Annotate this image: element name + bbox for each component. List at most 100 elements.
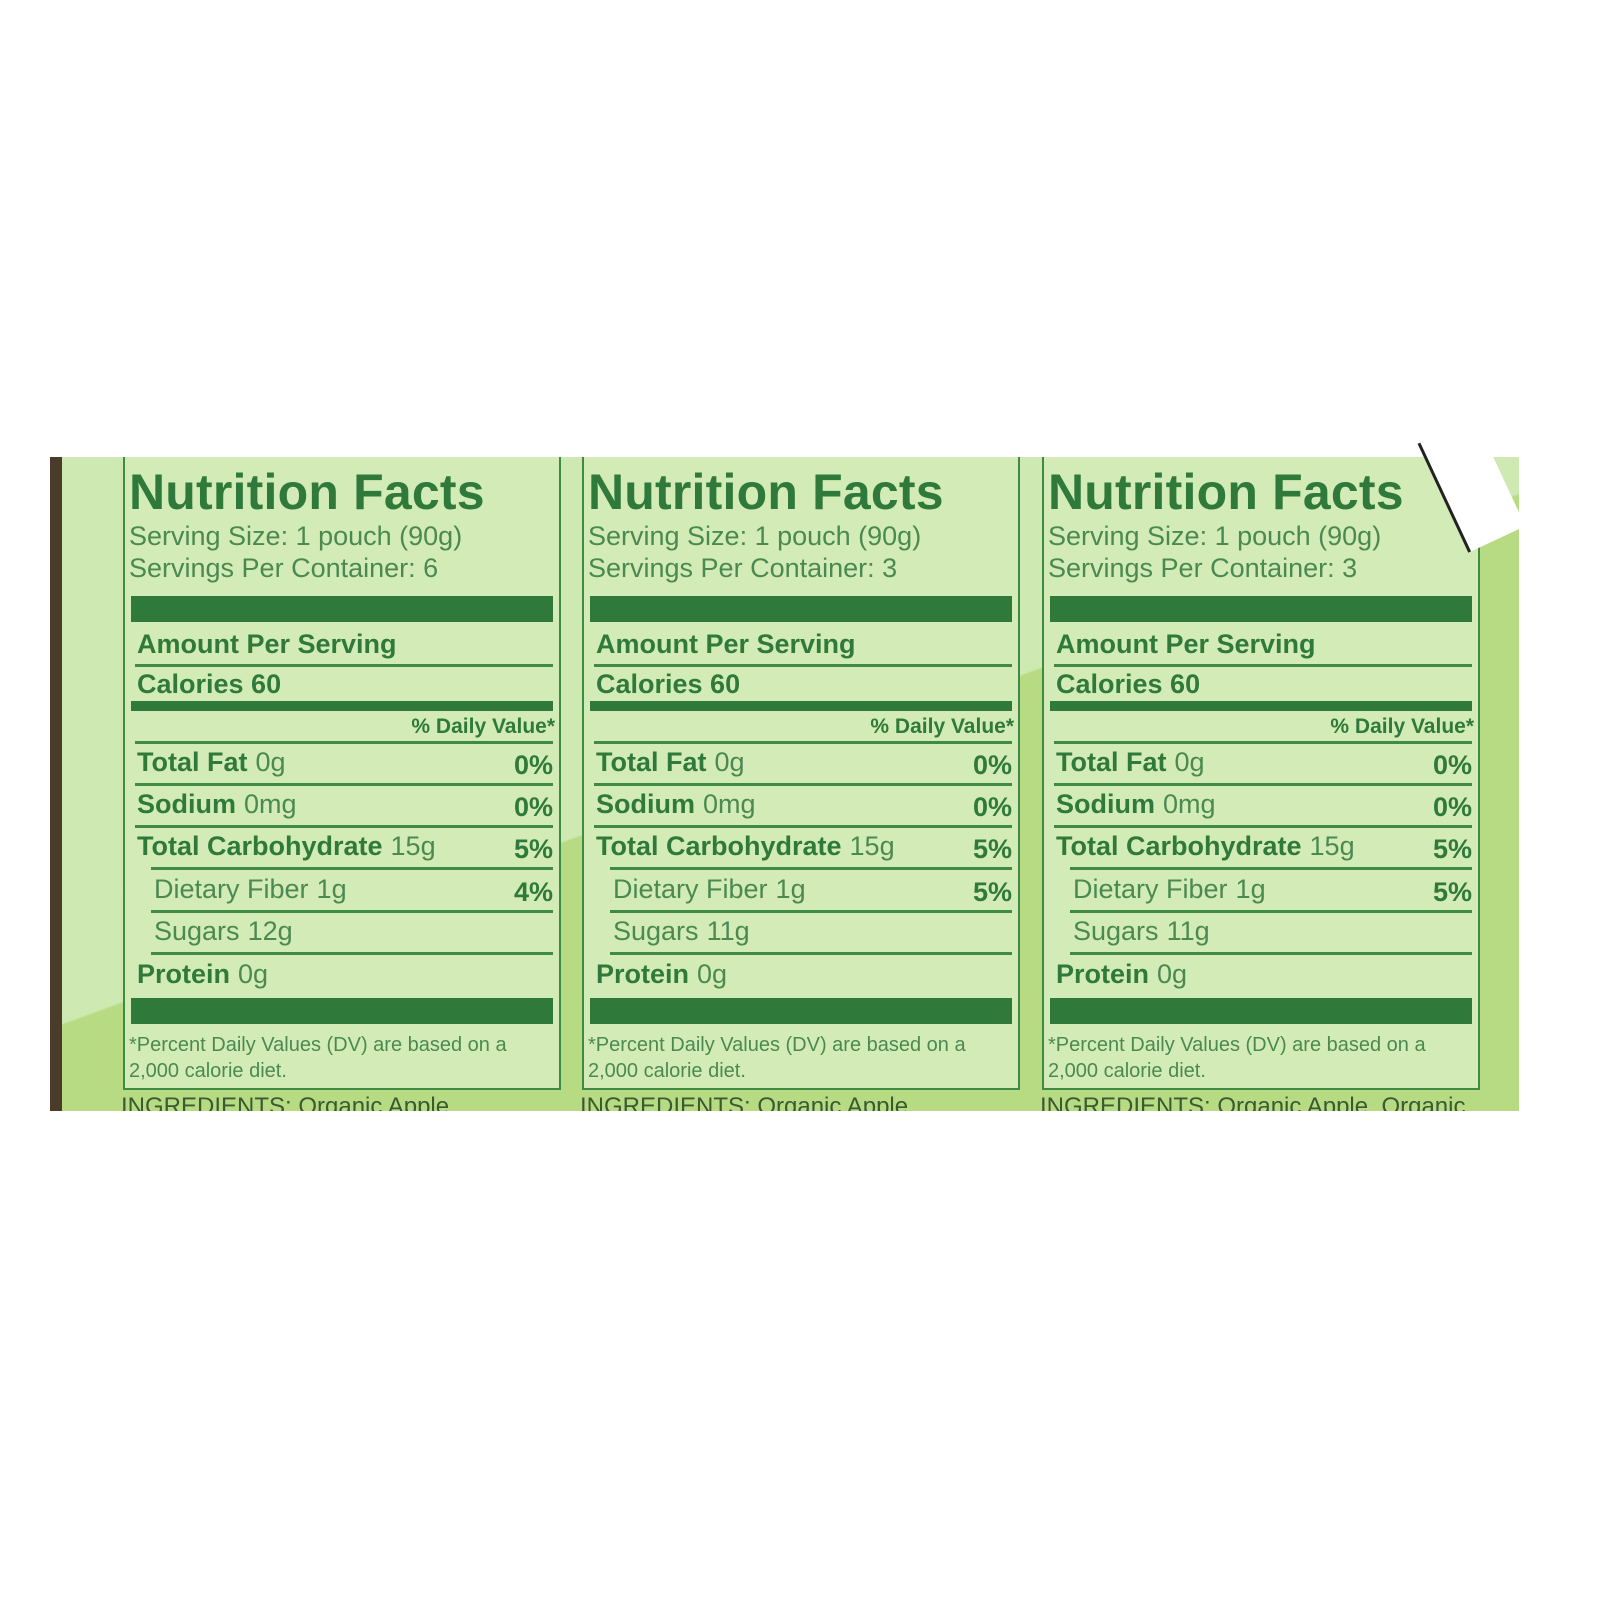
nutrient-amount: 15g bbox=[1309, 831, 1355, 861]
nutrient-row: Sugars 11g bbox=[1073, 916, 1210, 947]
nutrient-row: Total Carbohydrate 15g bbox=[1056, 831, 1355, 862]
nutrient-amount: 1g bbox=[316, 874, 347, 904]
nutrient-row: Total Carbohydrate 15g bbox=[137, 831, 436, 862]
divider bbox=[610, 867, 1012, 870]
nutrient-label: Sugars bbox=[1073, 916, 1159, 946]
nutrient-row: Total Fat 0g bbox=[137, 747, 286, 778]
nutrient-label: Sodium bbox=[596, 789, 695, 819]
nutrient-row: Dietary Fiber 1g bbox=[1073, 874, 1266, 905]
amount-per-serving: Amount Per Serving bbox=[137, 629, 397, 659]
package-edge bbox=[50, 457, 62, 1111]
daily-value-percent: 0% bbox=[1432, 750, 1472, 780]
daily-value-percent: 5% bbox=[513, 834, 553, 864]
serving-size: Serving Size: 1 pouch (90g) bbox=[1048, 521, 1382, 551]
nutrient-label: Sodium bbox=[137, 789, 236, 819]
nutrition-facts-panel: Nutrition Facts Serving Size: 1 pouch (90… bbox=[123, 457, 561, 1090]
nutrient-label: Total Carbohydrate bbox=[596, 831, 842, 861]
servings-per-container: Servings Per Container: 6 bbox=[129, 553, 439, 583]
thick-divider bbox=[590, 701, 1012, 711]
nutrient-label: Sugars bbox=[154, 916, 240, 946]
footnote: *Percent Daily Values (DV) are based on … bbox=[129, 1034, 507, 1082]
thick-divider bbox=[590, 596, 1012, 622]
serving-size: Serving Size: 1 pouch (90g) bbox=[588, 521, 922, 551]
nutrient-row: Sodium 0mg bbox=[1056, 789, 1216, 820]
thick-divider bbox=[1050, 596, 1472, 622]
nutrient-row: Sugars 11g bbox=[613, 916, 750, 947]
nutrient-amount: 0g bbox=[1157, 959, 1188, 989]
nutrient-row: Protein 0g bbox=[596, 959, 727, 990]
daily-value-percent: 5% bbox=[972, 834, 1012, 864]
nutrient-amount: 11g bbox=[706, 916, 750, 946]
nutrient-row: Sodium 0mg bbox=[137, 789, 297, 820]
daily-value-percent: 0% bbox=[1432, 792, 1472, 822]
footnote: *Percent Daily Values (DV) are based on … bbox=[1048, 1034, 1426, 1082]
servings-per-container: Servings Per Container: 3 bbox=[588, 553, 898, 583]
ingredients-text: INGREDIENTS: Organic Apple bbox=[580, 1093, 909, 1111]
divider bbox=[1054, 664, 1472, 667]
nutrient-amount: 1g bbox=[1235, 874, 1266, 904]
package-strip: Nutrition Facts Serving Size: 1 pouch (90… bbox=[50, 457, 1519, 1111]
nutrient-amount: 0mg bbox=[703, 789, 756, 819]
nutrient-amount: 15g bbox=[390, 831, 436, 861]
divider bbox=[1054, 825, 1472, 828]
nutrient-label: Total Carbohydrate bbox=[1056, 831, 1302, 861]
daily-value-header: % Daily Value* bbox=[411, 715, 555, 738]
nutrition-facts-title: Nutrition Facts bbox=[1048, 464, 1404, 520]
nutrient-label: Total Fat bbox=[137, 747, 248, 777]
thick-divider bbox=[1050, 701, 1472, 711]
divider bbox=[151, 952, 553, 955]
daily-value-percent: 0% bbox=[972, 750, 1012, 780]
nutrient-amount: 0mg bbox=[244, 789, 297, 819]
daily-value-percent: 5% bbox=[972, 877, 1012, 907]
ingredients-text: INGREDIENTS: Organic Apple, Organic bbox=[1040, 1093, 1466, 1111]
nutrient-row: Protein 0g bbox=[137, 959, 268, 990]
calories: Calories 60 bbox=[596, 669, 741, 699]
divider bbox=[1070, 910, 1472, 913]
nutrient-amount: 1g bbox=[775, 874, 806, 904]
nutrient-label: Protein bbox=[137, 959, 231, 989]
divider bbox=[594, 783, 1012, 786]
divider bbox=[594, 741, 1012, 744]
ingredients-text: INGREDIENTS: Organic Apple bbox=[121, 1093, 450, 1111]
divider bbox=[151, 867, 553, 870]
serving-size: Serving Size: 1 pouch (90g) bbox=[129, 521, 463, 551]
calories: Calories 60 bbox=[1056, 669, 1201, 699]
nutrient-label: Sugars bbox=[613, 916, 699, 946]
daily-value-percent: 0% bbox=[513, 792, 553, 822]
nutrient-amount: 0mg bbox=[1163, 789, 1216, 819]
daily-value-percent: 0% bbox=[972, 792, 1012, 822]
divider bbox=[135, 741, 553, 744]
divider bbox=[1054, 783, 1472, 786]
divider bbox=[1070, 952, 1472, 955]
nutrient-row: Sugars 12g bbox=[154, 916, 293, 947]
thick-divider bbox=[131, 596, 553, 622]
thick-divider bbox=[1050, 998, 1472, 1024]
thick-divider bbox=[131, 701, 553, 711]
nutrient-amount: 11g bbox=[1166, 916, 1210, 946]
nutrition-facts-title: Nutrition Facts bbox=[129, 464, 485, 520]
nutrient-label: Dietary Fiber bbox=[1073, 874, 1228, 904]
divider bbox=[594, 664, 1012, 667]
divider bbox=[610, 910, 1012, 913]
daily-value-header: % Daily Value* bbox=[1330, 715, 1474, 738]
nutrition-facts-panel: Nutrition Facts Serving Size: 1 pouch (90… bbox=[582, 457, 1020, 1090]
nutrient-amount: 0g bbox=[255, 747, 286, 777]
nutrition-facts-title: Nutrition Facts bbox=[588, 464, 944, 520]
nutrition-facts-panel: Nutrition Facts Serving Size: 1 pouch (90… bbox=[1042, 457, 1480, 1090]
nutrient-amount: 12g bbox=[247, 916, 293, 946]
nutrient-label: Dietary Fiber bbox=[613, 874, 768, 904]
divider bbox=[1070, 867, 1472, 870]
nutrient-label: Total Carbohydrate bbox=[137, 831, 383, 861]
amount-per-serving: Amount Per Serving bbox=[1056, 629, 1316, 659]
divider bbox=[135, 825, 553, 828]
divider bbox=[594, 825, 1012, 828]
daily-value-percent: 4% bbox=[513, 877, 553, 907]
nutrient-label: Sodium bbox=[1056, 789, 1155, 819]
nutrient-row: Total Carbohydrate 15g bbox=[596, 831, 895, 862]
nutrient-row: Protein 0g bbox=[1056, 959, 1187, 990]
divider bbox=[135, 783, 553, 786]
nutrient-row: Sodium 0mg bbox=[596, 789, 756, 820]
amount-per-serving: Amount Per Serving bbox=[596, 629, 856, 659]
footnote: *Percent Daily Values (DV) are based on … bbox=[588, 1034, 966, 1082]
calories: Calories 60 bbox=[137, 669, 282, 699]
